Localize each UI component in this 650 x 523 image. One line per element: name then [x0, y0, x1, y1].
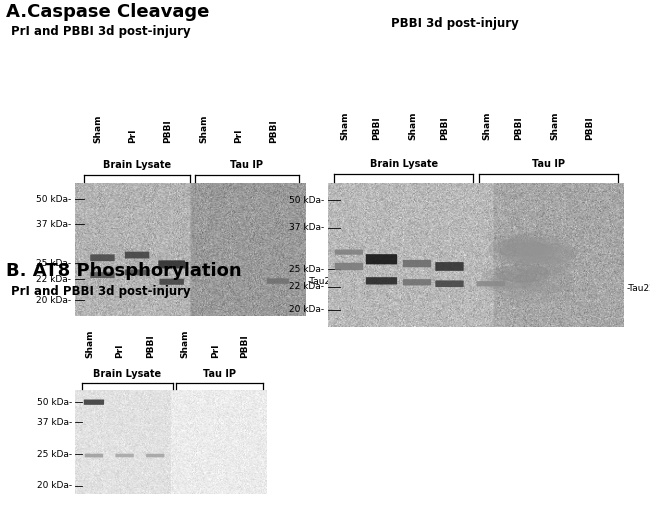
Text: Brain Lysate: Brain Lysate [94, 369, 162, 379]
Text: PBBI: PBBI [269, 119, 278, 143]
Text: Brain Lysate: Brain Lysate [370, 158, 437, 168]
Ellipse shape [493, 270, 547, 288]
Ellipse shape [482, 268, 534, 290]
Text: 37 kDa-: 37 kDa- [289, 223, 324, 232]
Text: PBBI: PBBI [514, 116, 523, 140]
FancyBboxPatch shape [146, 454, 164, 457]
FancyBboxPatch shape [403, 260, 431, 267]
FancyBboxPatch shape [335, 249, 363, 255]
Ellipse shape [521, 247, 575, 263]
Text: PrI: PrI [234, 129, 243, 143]
Text: 37 kDa-: 37 kDa- [36, 220, 72, 229]
Ellipse shape [521, 259, 575, 275]
Text: PrI: PrI [116, 344, 125, 358]
Text: Tau IP: Tau IP [532, 158, 565, 168]
FancyBboxPatch shape [90, 272, 114, 278]
Text: A.Caspase Cleavage: A.Caspase Cleavage [6, 3, 210, 20]
Text: -Tau22: -Tau22 [308, 277, 337, 286]
FancyBboxPatch shape [436, 262, 463, 271]
FancyBboxPatch shape [436, 280, 463, 287]
Text: Tau IP: Tau IP [203, 369, 236, 379]
Text: 25 kDa-: 25 kDa- [37, 450, 72, 459]
FancyBboxPatch shape [116, 454, 134, 457]
Text: 50 kDa-: 50 kDa- [289, 196, 324, 205]
Text: 25 kDa-: 25 kDa- [36, 258, 72, 268]
Ellipse shape [517, 238, 571, 261]
Ellipse shape [525, 244, 578, 259]
FancyBboxPatch shape [90, 254, 114, 261]
FancyBboxPatch shape [335, 263, 363, 270]
FancyBboxPatch shape [403, 279, 431, 286]
Text: 50 kDa-: 50 kDa- [36, 195, 72, 203]
FancyBboxPatch shape [84, 400, 104, 405]
Ellipse shape [515, 257, 568, 274]
Text: Sham: Sham [550, 111, 559, 140]
Ellipse shape [520, 246, 573, 264]
FancyBboxPatch shape [476, 281, 505, 286]
FancyBboxPatch shape [159, 279, 184, 285]
Text: 20 kDa-: 20 kDa- [289, 305, 324, 314]
FancyBboxPatch shape [366, 277, 397, 285]
Text: -Tau22: -Tau22 [627, 285, 650, 293]
Ellipse shape [499, 237, 552, 260]
Text: 37 kDa-: 37 kDa- [36, 417, 72, 427]
Text: 20 kDa-: 20 kDa- [36, 296, 72, 305]
Text: PBBI: PBBI [586, 116, 594, 140]
FancyBboxPatch shape [159, 260, 185, 268]
Text: Sham: Sham [94, 115, 103, 143]
Text: Sham: Sham [181, 330, 190, 358]
Text: Tau IP: Tau IP [230, 160, 263, 169]
Text: PBBI 3d post-injury: PBBI 3d post-injury [391, 17, 519, 30]
Text: PBBI: PBBI [146, 335, 155, 358]
Text: 25 kDa-: 25 kDa- [289, 265, 324, 274]
Text: PBBI: PBBI [372, 116, 382, 140]
Ellipse shape [501, 243, 554, 263]
Text: 22 kDa-: 22 kDa- [36, 275, 72, 283]
FancyBboxPatch shape [266, 278, 289, 284]
Text: 20 kDa-: 20 kDa- [37, 481, 72, 491]
Text: PrI: PrI [128, 129, 137, 143]
Ellipse shape [489, 235, 543, 264]
Ellipse shape [493, 240, 547, 256]
FancyBboxPatch shape [125, 269, 150, 275]
Text: 22 kDa-: 22 kDa- [289, 282, 324, 291]
FancyBboxPatch shape [125, 252, 150, 258]
Text: PBBI: PBBI [162, 119, 172, 143]
Text: B. AT8 Phosphorylation: B. AT8 Phosphorylation [6, 262, 242, 279]
Text: 50 kDa-: 50 kDa- [36, 397, 72, 407]
Text: PBBI: PBBI [240, 335, 249, 358]
Text: PrI and PBBI 3d post-injury: PrI and PBBI 3d post-injury [11, 25, 190, 38]
Text: PrI: PrI [211, 344, 220, 358]
Text: Sham: Sham [340, 111, 349, 140]
Ellipse shape [507, 279, 560, 303]
Text: PBBI: PBBI [441, 116, 450, 140]
Ellipse shape [507, 233, 560, 255]
Ellipse shape [497, 265, 550, 282]
Text: Sham: Sham [482, 111, 491, 140]
Text: Brain Lysate: Brain Lysate [103, 160, 171, 169]
Ellipse shape [499, 245, 552, 264]
FancyBboxPatch shape [366, 254, 397, 265]
Text: Sham: Sham [200, 115, 209, 143]
FancyBboxPatch shape [84, 453, 103, 458]
Text: Sham: Sham [85, 330, 94, 358]
Ellipse shape [519, 267, 573, 293]
Text: Sham: Sham [408, 111, 417, 140]
Ellipse shape [486, 274, 539, 296]
Text: PrI and PBBI 3d post-injury: PrI and PBBI 3d post-injury [11, 285, 190, 298]
